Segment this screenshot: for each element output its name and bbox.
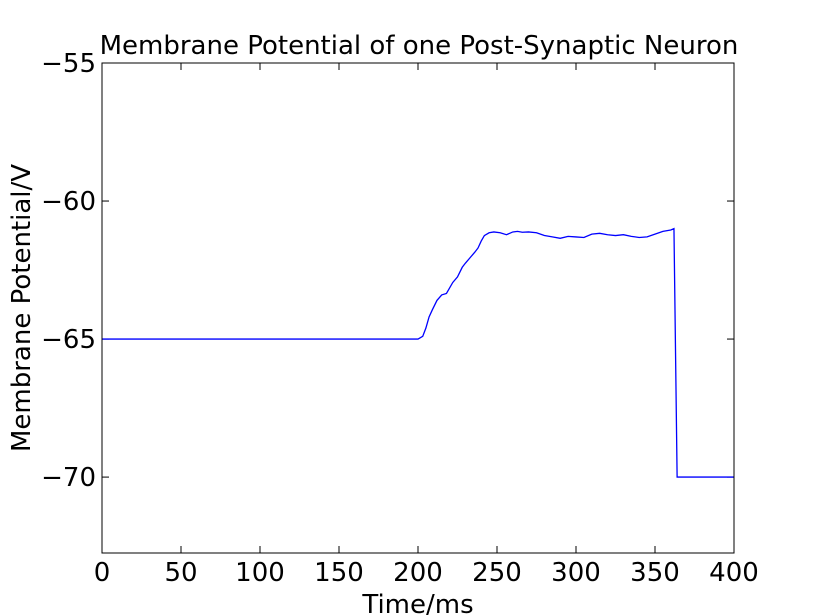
x-tick-label: 150	[314, 558, 364, 588]
plot-frame	[101, 62, 735, 554]
series-line	[102, 227, 734, 478]
x-tick-label: 250	[472, 558, 522, 588]
chart-title: Membrane Potential of one Post-Synaptic …	[100, 31, 739, 61]
x-axis-label: Time/ms	[361, 590, 473, 615]
y-tick-label: −60	[41, 187, 96, 217]
x-tick-label: 300	[551, 558, 601, 588]
x-tick-label: 400	[709, 558, 759, 588]
y-tick-label: −55	[41, 49, 96, 79]
axis-tick-labels: 0 50 100 150 200 250 300 350 400 −55 −60 −65 −70	[41, 49, 759, 588]
y-axis-label: Membrane Potential/V	[7, 164, 37, 452]
x-tick-label: 0	[94, 558, 111, 588]
y-tick-label: −65	[41, 325, 96, 355]
x-tick-label: 100	[235, 558, 285, 588]
y-tick-label: −70	[41, 463, 96, 493]
x-tick-label: 350	[630, 558, 680, 588]
x-tick-label: 200	[393, 558, 443, 588]
x-tick-label: 50	[164, 558, 197, 588]
